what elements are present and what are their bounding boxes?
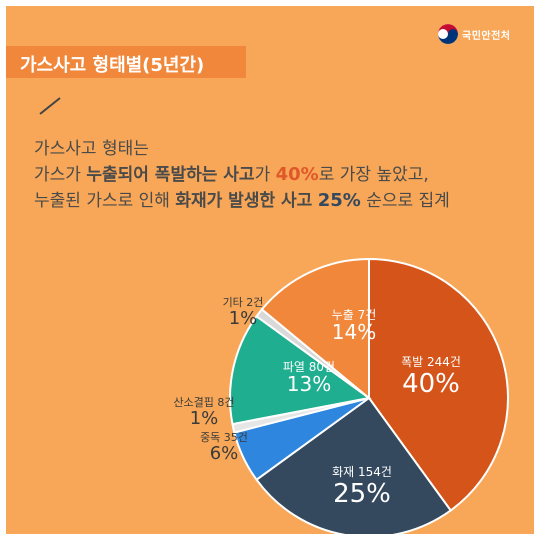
line3-segment-3: 25% <box>317 190 361 211</box>
slice-label-2: 중독 35건 <box>200 431 248 444</box>
line3-segment-1: 화재가 발생한 사고 <box>175 191 313 211</box>
slice-label-0: 폭발 244건 <box>401 355 461 369</box>
line2-segment-4: 로 가장 높았고, <box>318 165 429 185</box>
slice-label-6: 누출 7건 <box>332 308 377 322</box>
pie-slice-1 <box>255 396 453 534</box>
slice-percent-6: 14% <box>332 320 376 344</box>
line2-segment-3: 40% <box>275 164 319 185</box>
slice-label-1: 화재 154건 <box>332 465 392 479</box>
line2-segment-1: 누출되어 폭발하는 사고 <box>86 165 255 185</box>
slice-percent-2: 6% <box>210 443 239 464</box>
infographic-card: 국민안전처 가스사고 형태별(5년간) 가스사고 형태는 가스가 누출되어 폭발… <box>6 6 534 534</box>
line3-segment-0: 누출된 가스로 인해 <box>34 191 176 211</box>
slice-percent-4: 13% <box>287 372 331 396</box>
description-line-3: 누출된 가스로 인해 화재가 발생한 사고 25% 순으로 집계 <box>34 188 450 214</box>
line3-segment-4: 순으로 집계 <box>360 191 450 211</box>
line2-segment-0: 가스가 <box>34 165 87 185</box>
brand-name: 국민안전처 <box>462 30 511 42</box>
slice-label-4: 파열 80건 <box>283 360 335 374</box>
pie-slice-6 <box>260 257 370 401</box>
slice-percent-3: 1% <box>190 408 219 429</box>
line2-segment-2: 가 <box>254 165 276 185</box>
slice-percent-5: 1% <box>229 308 258 329</box>
slice-percent-0: 40% <box>402 369 460 399</box>
slash-icon <box>39 97 61 115</box>
slice-label-3: 산소결핍 8건 <box>173 396 234 409</box>
brand-logo: 국민안전처 <box>438 24 511 44</box>
title-bar: 가스사고 형태별(5년간) <box>6 46 246 78</box>
description-line-2: 가스가 누출되어 폭발하는 사고가 40%로 가장 높았고, <box>34 162 450 188</box>
description-line-1: 가스사고 형태는 <box>34 139 149 159</box>
pie-slice-0 <box>368 257 509 512</box>
slice-percent-1: 25% <box>333 479 391 509</box>
taegeuk-logo-icon <box>438 24 458 44</box>
description: 가스사고 형태는 가스가 누출되어 폭발하는 사고가 40%로 가장 높았고, … <box>34 136 450 214</box>
page-title: 가스사고 형태별(5년간) <box>20 55 205 76</box>
slice-label-5: 기타 2건 <box>223 296 264 309</box>
pie-slice-4 <box>229 314 372 426</box>
